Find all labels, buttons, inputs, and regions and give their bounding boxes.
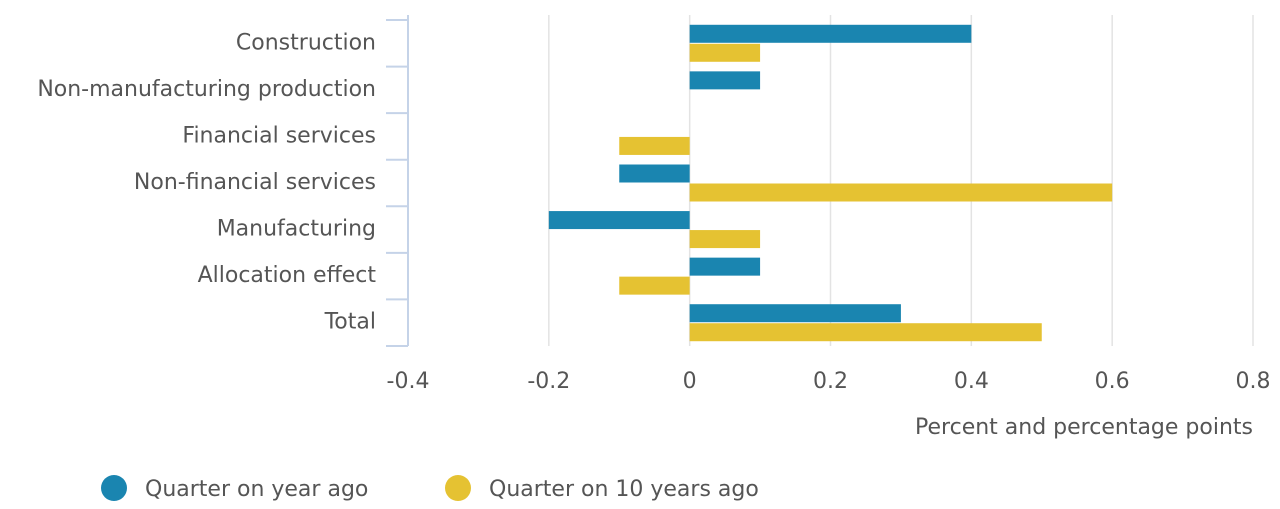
x-tick-label: 0.4	[954, 369, 989, 394]
y-tick-label: Construction	[236, 30, 376, 55]
x-tick-label: 0.6	[1095, 369, 1130, 394]
bar	[689, 24, 972, 43]
legend-marker	[445, 475, 471, 501]
y-tick-label: Non-financial services	[134, 170, 376, 195]
y-tick-label: Non-manufacturing production	[37, 77, 376, 102]
x-axis-label: Percent and percentage points	[915, 415, 1253, 440]
bar	[619, 276, 690, 295]
x-tick-label: 0	[683, 369, 697, 394]
bar	[689, 230, 761, 249]
bar	[689, 257, 761, 276]
legend-marker	[101, 475, 127, 501]
bar	[619, 136, 690, 155]
y-tick-label: Total	[324, 310, 376, 335]
x-tick-label: 0.8	[1236, 369, 1271, 394]
bar	[689, 323, 1042, 342]
x-tick-label: -0.4	[387, 369, 430, 394]
y-tick-label: Financial services	[182, 123, 376, 148]
y-tick-label: Manufacturing	[217, 217, 376, 242]
legend-label: Quarter on 10 years ago	[489, 477, 759, 502]
bar	[689, 71, 761, 90]
x-tick-label: -0.2	[527, 369, 570, 394]
bar	[548, 211, 690, 230]
bar	[689, 304, 901, 323]
legend-label: Quarter on year ago	[145, 477, 368, 502]
x-tick-label: 0.2	[813, 369, 848, 394]
bar	[689, 43, 761, 62]
bar	[619, 164, 690, 183]
y-tick-label: Allocation effect	[198, 263, 377, 288]
bar	[689, 183, 1113, 202]
